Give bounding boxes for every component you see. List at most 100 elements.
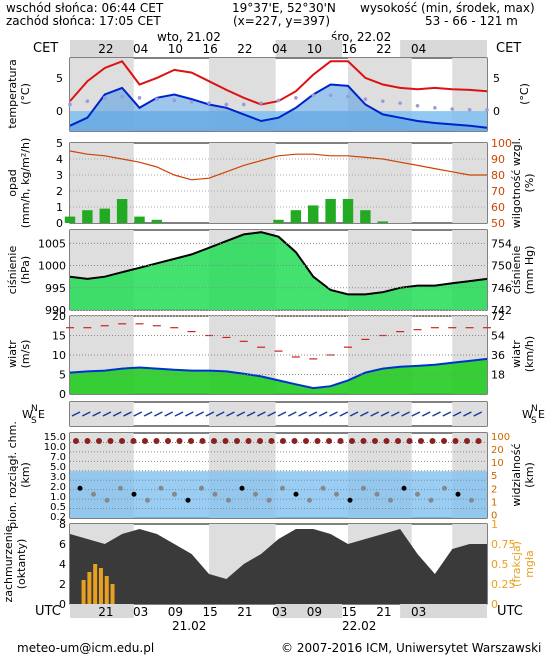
cloud-top-dot-7 (153, 438, 160, 444)
compass-w-right: W (522, 408, 533, 421)
cloud-base-dot-21 (361, 485, 366, 491)
cloud-base-dot-17 (307, 497, 312, 503)
day-label-top-1: wto, 21.02 (157, 30, 221, 44)
cloud-base-dot-15 (280, 485, 285, 491)
fog-tick-1: 0.75 (491, 538, 516, 551)
cloudbase-tick-4: 3.0 (50, 472, 66, 483)
cloud-base-dot-29 (469, 497, 474, 503)
temp-axis-label-0: temperatura (6, 59, 19, 128)
wind-dir-arrow-14 (215, 411, 225, 417)
pressure-mm-tick-2: 746 (491, 282, 512, 295)
grid-label: (x=227, y=397) (233, 14, 331, 28)
fog-axis-label-0: (frakcja) (510, 541, 523, 587)
fog-bar-1 (87, 572, 92, 604)
top-hour-tick-4: 22 (237, 42, 252, 56)
wind-axis-label-1: (m/s) (19, 340, 32, 369)
wind-dir-arrow-22 (298, 411, 307, 417)
cloudbase-tick-8: 0.2 (50, 512, 66, 523)
wind-dir-arrow-19 (267, 411, 277, 417)
cloud-top-dot-20 (303, 438, 309, 444)
bottom-hour-tick-8: 21 (376, 605, 391, 619)
cloudbase-tick-6: 1.0 (50, 492, 66, 503)
humidity-line (69, 150, 487, 181)
precip-night-1 (209, 143, 276, 223)
sunset-label: zachód słońca: 17:05 CET (6, 14, 161, 28)
temp-axis-label-right-0: (°C) (518, 83, 531, 105)
wind-dir-arrow-10 (174, 411, 184, 417)
pressure-mm-tick-0: 754 (491, 237, 512, 250)
cloudbase-tick-2: 7.0 (50, 452, 66, 463)
cloudbase-tick-1: 10.0 (44, 442, 66, 453)
wind-dir-arrow-38 (463, 411, 472, 417)
bottom-hour-tick-3: 15 (203, 605, 218, 619)
precip-tick-1: 4 (56, 153, 63, 166)
wind-dir-arrow-4 (112, 411, 122, 417)
cloud-top-dot-24 (349, 438, 355, 444)
cloud-cover-area (70, 529, 487, 604)
cloud-top-dot-2 (96, 438, 102, 444)
cloud-top-dot-1 (84, 438, 91, 444)
cloudbase-tick-7: 0.5 (50, 502, 66, 513)
cloud-top-dot-17 (268, 438, 275, 444)
clouds-axis-label-1: (oktanty) (15, 539, 28, 590)
precip-tick-5: 0 (56, 217, 63, 230)
dewpoint-point-24 (485, 107, 489, 112)
altitude-label: wysokość (min, środek, max) (360, 1, 535, 15)
cloudbase-tick-5: 2.0 (50, 482, 66, 493)
wind-tick-4: 0 (59, 388, 66, 401)
wind-dir-arrow-15 (226, 411, 235, 417)
cloud-top-dot-6 (142, 438, 148, 444)
cloud-base-dot-20 (347, 497, 353, 503)
cloudbase-axis-label-1: (km) (19, 462, 32, 488)
temp-tick-left-1: 0 (56, 105, 63, 118)
dewpoint-point-11 (259, 101, 263, 105)
dewpoint-point-7 (189, 100, 194, 104)
fog-tick-4: 0 (491, 598, 498, 611)
compass-s-right: S (531, 416, 537, 426)
cloud-base-dot-24 (401, 485, 407, 491)
bottom-hour-tick-9: 03 (411, 605, 426, 619)
top-hour-tick-1: 04 (133, 42, 148, 56)
precip-bar-16 (342, 199, 354, 223)
wind-axis-label-0: wiatr (6, 340, 19, 368)
visibility-tick-0: 100 (491, 432, 510, 443)
cloud-base-dot-18 (320, 485, 326, 491)
cloud-base-dot-25 (415, 491, 420, 497)
humidity-tick-5: 50 (491, 217, 505, 230)
dewpoint-point-4 (137, 96, 142, 100)
night-band-bottom-0 (70, 604, 134, 618)
cloud-top-dot-27 (383, 438, 390, 444)
cloud-top-dot-31 (429, 438, 436, 444)
footer-email[interactable]: meteo-um@icm.edu.pl (17, 641, 155, 655)
wind-dir-arrow-16 (236, 411, 246, 417)
compass-n-left: N (31, 404, 38, 414)
wind-dir-arrow-1 (81, 411, 91, 417)
compass-e-left: E (38, 408, 45, 421)
wind-dir-arrow-29 (370, 411, 380, 417)
night-band-top-1 (275, 40, 343, 57)
fog-tick-3: 0.25 (491, 578, 516, 591)
cloud-base-dot-23 (388, 497, 393, 503)
bottom-tz-right: UTC (497, 604, 523, 619)
cloud-base-dot-6 (158, 485, 164, 491)
top-hour-tick-2: 10 (168, 42, 183, 56)
fog-bar-2 (93, 564, 98, 604)
wind-area (70, 358, 487, 394)
cloud-base-dot-28 (455, 491, 461, 497)
cloud-top-dot-0 (73, 438, 79, 444)
pressure-axis-label-1: (hPa) (19, 256, 32, 284)
precip-tick-3: 2 (56, 185, 63, 198)
bottom-hour-tick-4: 21 (237, 605, 252, 619)
cloud-top-dot-15 (245, 438, 252, 444)
wind-dir-arrow-9 (164, 411, 174, 417)
cloud-top-dot-32 (441, 438, 447, 444)
dewpoint-point-19 (398, 101, 402, 105)
cloud-base-dot-14 (266, 497, 272, 503)
dewpoint-point-17 (363, 97, 368, 101)
top-hour-tick-5: 04 (272, 42, 287, 56)
day-label-bottom-2: 22.02 (342, 619, 377, 633)
cloud-base-dot-12 (239, 485, 245, 491)
bottom-hour-tick-5: 03 (272, 605, 287, 619)
cloud-tick-3: 2 (59, 578, 66, 591)
precip-tick-2: 3 (56, 169, 63, 182)
